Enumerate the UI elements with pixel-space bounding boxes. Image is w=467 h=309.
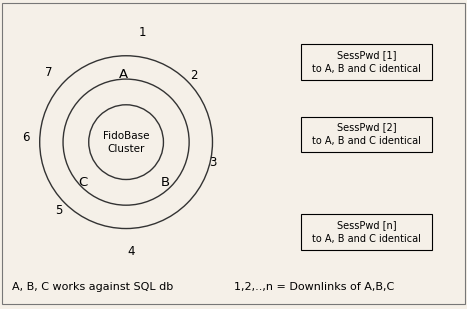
- Text: 2: 2: [190, 69, 198, 82]
- FancyBboxPatch shape: [301, 44, 432, 79]
- Text: B: B: [161, 176, 170, 189]
- FancyBboxPatch shape: [301, 116, 432, 152]
- Text: SessPwd [1]
to A, B and C identical: SessPwd [1] to A, B and C identical: [312, 50, 421, 74]
- Text: 3: 3: [209, 156, 216, 169]
- Text: 5: 5: [55, 204, 62, 217]
- Text: SessPwd [n]
to A, B and C identical: SessPwd [n] to A, B and C identical: [312, 220, 421, 244]
- Text: 1: 1: [139, 26, 146, 39]
- Text: 4: 4: [127, 245, 134, 258]
- Text: FidoBase
Cluster: FidoBase Cluster: [103, 130, 149, 154]
- Text: A, B, C works against SQL db: A, B, C works against SQL db: [12, 282, 173, 292]
- FancyBboxPatch shape: [301, 214, 432, 250]
- Text: 6: 6: [22, 131, 29, 144]
- Text: 7: 7: [45, 66, 53, 79]
- Text: A: A: [119, 68, 128, 81]
- Text: 1,2,..,n = Downlinks of A,B,C: 1,2,..,n = Downlinks of A,B,C: [234, 282, 394, 292]
- Text: C: C: [78, 176, 88, 189]
- Text: SessPwd [2]
to A, B and C identical: SessPwd [2] to A, B and C identical: [312, 122, 421, 146]
